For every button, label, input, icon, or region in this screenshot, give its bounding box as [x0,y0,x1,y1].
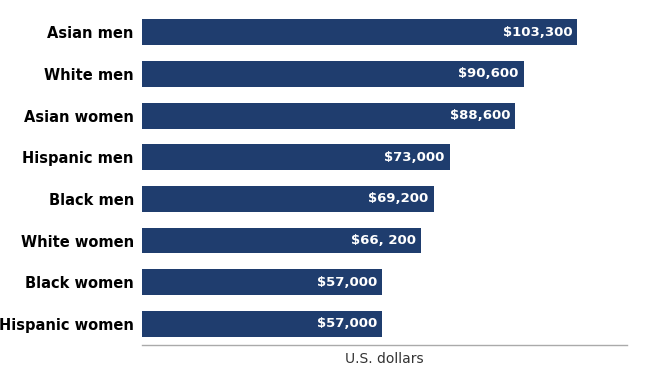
Text: $66, 200: $66, 200 [351,234,416,247]
X-axis label: U.S. dollars: U.S. dollars [345,352,424,366]
Bar [142,269,382,295]
Text: $69,200: $69,200 [368,192,428,205]
Bar [142,228,421,254]
Bar [142,103,516,129]
Text: $57,000: $57,000 [317,318,377,331]
Bar [142,186,433,212]
Bar [142,20,578,45]
Bar [142,144,450,170]
Bar [142,61,524,87]
Text: $57,000: $57,000 [317,276,377,289]
Text: $73,000: $73,000 [384,151,444,164]
Text: $90,600: $90,600 [459,67,519,80]
Bar [142,311,382,337]
Text: $103,300: $103,300 [503,26,572,39]
Text: $88,600: $88,600 [450,109,510,122]
